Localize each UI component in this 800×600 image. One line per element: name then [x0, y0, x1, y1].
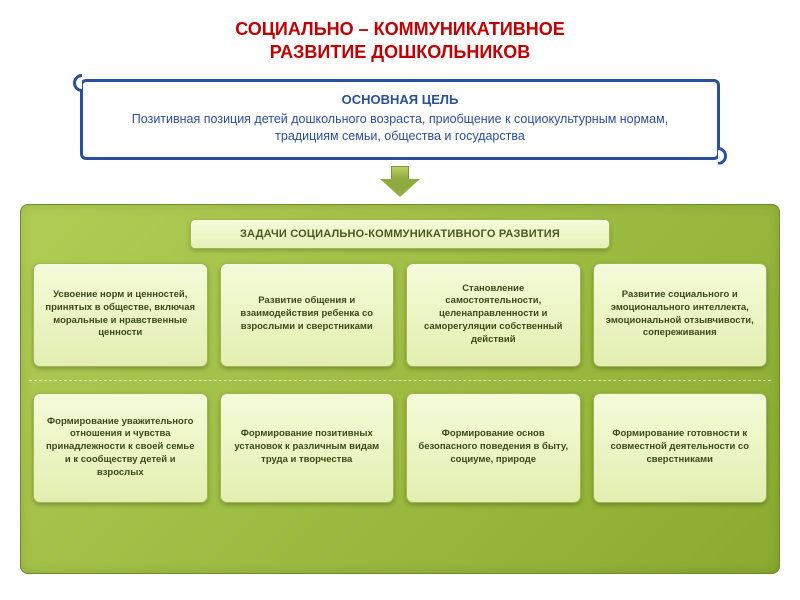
goal-heading: ОСНОВНАЯ ЦЕЛЬ: [101, 92, 699, 107]
task-box-4: Развитие социального и эмоционального ин…: [593, 263, 768, 367]
scroll-curl-right-icon: [709, 147, 727, 165]
task-row-1: Усвоение норм и ценностей, принятых в об…: [33, 263, 767, 367]
tasks-panel: ЗАДАЧИ СОЦИАЛЬНО-КОММУНИКАТИВНОГО РАЗВИТ…: [20, 204, 780, 574]
goal-text: Позитивная позиция детей дошкольного воз…: [101, 111, 699, 145]
task-row-2: Формирование уважительного отношения и ч…: [33, 393, 767, 503]
scroll-curl-left-icon: [73, 74, 91, 92]
task-box-6: Формирование позитивных установок к разл…: [220, 393, 395, 503]
task-box-5: Формирование уважительного отношения и ч…: [33, 393, 208, 503]
main-title: СОЦИАЛЬНО – КОММУНИКАТИВНОЕ РАЗВИТИЕ ДОШ…: [0, 0, 800, 73]
task-box-3: Становление самостоятельности, целенапра…: [406, 263, 581, 367]
task-box-1: Усвоение норм и ценностей, принятых в об…: [33, 263, 208, 367]
title-line-2: РАЗВИТИЕ ДОШКОЛЬНИКОВ: [0, 41, 800, 64]
tasks-header: ЗАДАЧИ СОЦИАЛЬНО-КОММУНИКАТИВНОГО РАЗВИТ…: [190, 219, 610, 249]
task-box-7: Формирование основ безопасного поведения…: [406, 393, 581, 503]
title-line-1: СОЦИАЛЬНО – КОММУНИКАТИВНОЕ: [0, 18, 800, 41]
task-box-8: Формирование готовности к совместной дея…: [593, 393, 768, 503]
goal-box: ОСНОВНАЯ ЦЕЛЬ Позитивная позиция детей д…: [80, 79, 720, 160]
down-arrow-icon: [378, 166, 422, 200]
task-box-2: Развитие общения и взаимодействия ребенк…: [220, 263, 395, 367]
goal-scroll: ОСНОВНАЯ ЦЕЛЬ Позитивная позиция детей д…: [80, 79, 720, 160]
